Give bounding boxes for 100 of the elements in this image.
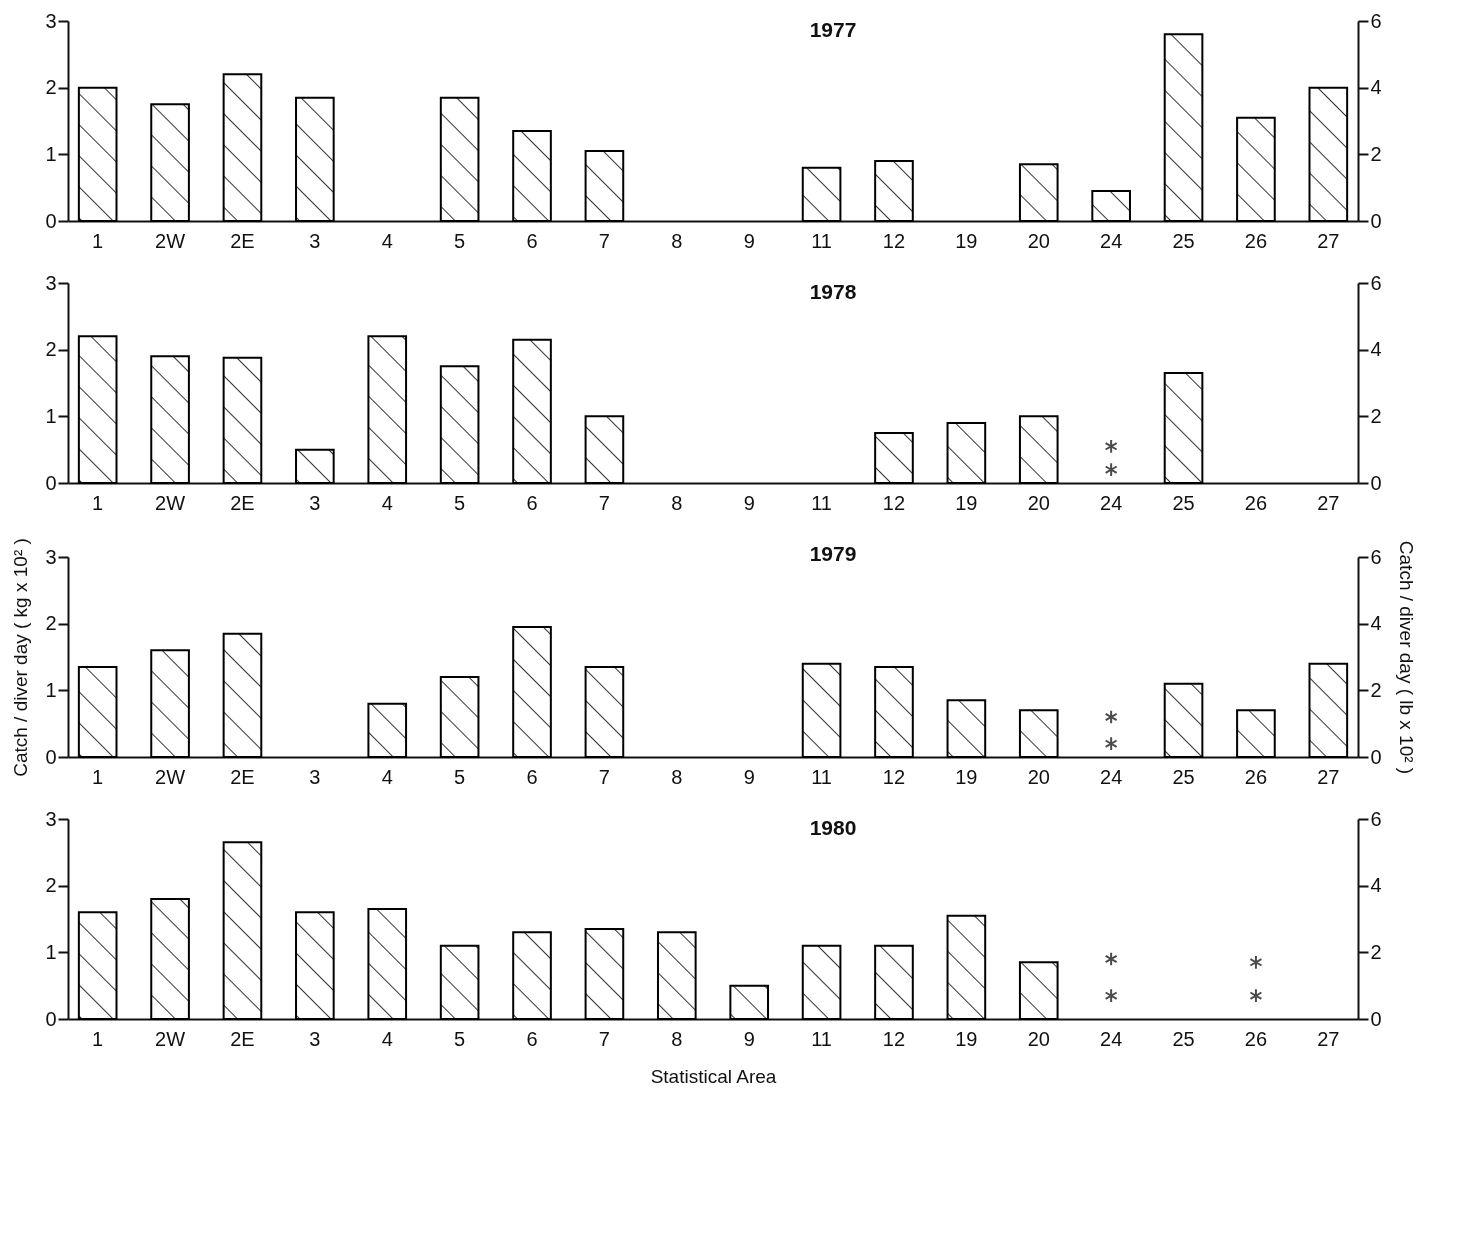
- x-tick-label: 9: [743, 229, 755, 252]
- bar: [874, 432, 914, 484]
- x-tick-label: 5: [454, 765, 466, 788]
- x-tick-label: 24: [1100, 491, 1123, 514]
- x-tick-label: 4: [381, 229, 393, 252]
- bar: [367, 335, 408, 484]
- bar: [874, 666, 914, 758]
- y-tick-label: 3: [45, 9, 57, 32]
- x-tick-label: 5: [454, 1027, 466, 1050]
- x-tick-label: 6: [526, 765, 538, 788]
- bar: [295, 96, 335, 222]
- x-tick-label: 6: [526, 491, 538, 514]
- bar: [150, 649, 190, 758]
- y-tick-label: 2: [45, 76, 57, 99]
- x-tick-label: 2W: [155, 491, 186, 514]
- y-tick-label: 1: [45, 678, 57, 701]
- bar: [1236, 116, 1276, 222]
- y2-tick-label: 2: [1370, 678, 1382, 701]
- y2-tick-label: 6: [1370, 271, 1382, 294]
- y2-tick-label: 0: [1370, 745, 1382, 768]
- x-tick-label: 19: [955, 229, 978, 252]
- x-tick-label: 24: [1100, 229, 1123, 252]
- x-tick-label: 4: [381, 491, 393, 514]
- x-tick-label: 2E: [230, 491, 255, 514]
- bar: [584, 415, 625, 484]
- x-tick-label: 6: [526, 229, 538, 252]
- bar: [439, 676, 480, 758]
- bar: [584, 928, 625, 1020]
- y2-tick-label: 0: [1370, 209, 1382, 232]
- bar: [77, 911, 118, 1020]
- x-tick-label: 8: [671, 491, 683, 514]
- y-tick-label: 3: [45, 271, 57, 294]
- bar: [439, 96, 480, 222]
- bar: [439, 944, 480, 1020]
- y2-tick-label: 6: [1370, 9, 1382, 32]
- bar: [439, 365, 480, 484]
- y-tick-label: 2: [45, 874, 57, 897]
- x-tick-label: 12: [882, 229, 906, 252]
- y2-tick-label: 2: [1370, 404, 1382, 427]
- y-tick-label: 3: [45, 545, 57, 568]
- bar: [801, 944, 842, 1020]
- bar: [295, 911, 335, 1020]
- x-tick-label: 4: [381, 765, 393, 788]
- x-tick-label: 26: [1244, 229, 1268, 252]
- bar: [1018, 709, 1059, 758]
- x-tick-label: 2E: [230, 1027, 255, 1050]
- y-tick-label: 2: [45, 338, 57, 361]
- x-tick-label: 25: [1172, 765, 1195, 788]
- x-tick-label: 27: [1317, 491, 1340, 514]
- x-tick-label: 3: [309, 229, 321, 252]
- x-tick-label: 2E: [230, 765, 255, 788]
- bar: [222, 632, 263, 758]
- y2-tick-label: 0: [1370, 1007, 1382, 1030]
- bar: [1308, 86, 1349, 222]
- x-tick-label: 12: [882, 1027, 906, 1050]
- y2-tick-label: 4: [1370, 338, 1382, 361]
- bar: [729, 984, 770, 1020]
- x-tick-label: 27: [1317, 229, 1340, 252]
- x-tick-label: 19: [955, 765, 978, 788]
- bar: [150, 355, 190, 484]
- x-tick-label: 1: [92, 491, 104, 514]
- x-tick-label: 5: [454, 229, 466, 252]
- y-tick-label: 0: [45, 471, 57, 494]
- y-tick-label: 0: [45, 745, 57, 768]
- x-tick-label: 1: [92, 1027, 104, 1050]
- bar: [222, 356, 263, 484]
- y2-tick-label: 4: [1370, 612, 1382, 635]
- bar: [222, 73, 263, 222]
- y2-tick-label: 2: [1370, 940, 1382, 963]
- x-tick-label: 24: [1100, 1027, 1123, 1050]
- x-tick-label: 3: [309, 491, 321, 514]
- x-tick-label: 2W: [155, 1027, 186, 1050]
- x-tick-label: 24: [1100, 765, 1123, 788]
- bar: [1018, 163, 1059, 222]
- x-tick-label: 11: [811, 765, 832, 788]
- y-tick-label: 0: [45, 209, 57, 232]
- y2-tick-label: 0: [1370, 471, 1382, 494]
- y2-tick-label: 6: [1370, 545, 1382, 568]
- x-tick-label: 9: [743, 1027, 755, 1050]
- bar: [295, 448, 335, 484]
- x-axis-title: Statistical Area: [650, 1065, 777, 1087]
- x-tick-label: 7: [598, 229, 610, 252]
- x-tick-label: 20: [1027, 229, 1050, 252]
- y-tick-label: 1: [45, 404, 57, 427]
- x-tick-label: 12: [882, 765, 906, 788]
- x-tick-label: 26: [1244, 765, 1268, 788]
- x-tick-label: 8: [671, 229, 683, 252]
- x-tick-label: 12: [882, 491, 906, 514]
- x-tick-label: 19: [955, 491, 978, 514]
- bar: [584, 666, 625, 758]
- bar: [946, 699, 987, 758]
- x-tick-label: 5: [454, 491, 466, 514]
- x-tick-label: 11: [811, 491, 832, 514]
- x-tick-label: 7: [598, 491, 610, 514]
- bar: [874, 944, 914, 1020]
- bar: [801, 166, 842, 222]
- bar: [367, 702, 408, 758]
- x-tick-label: 2W: [155, 765, 186, 788]
- y2-tick-label: 2: [1370, 142, 1382, 165]
- x-tick-label: 8: [671, 765, 683, 788]
